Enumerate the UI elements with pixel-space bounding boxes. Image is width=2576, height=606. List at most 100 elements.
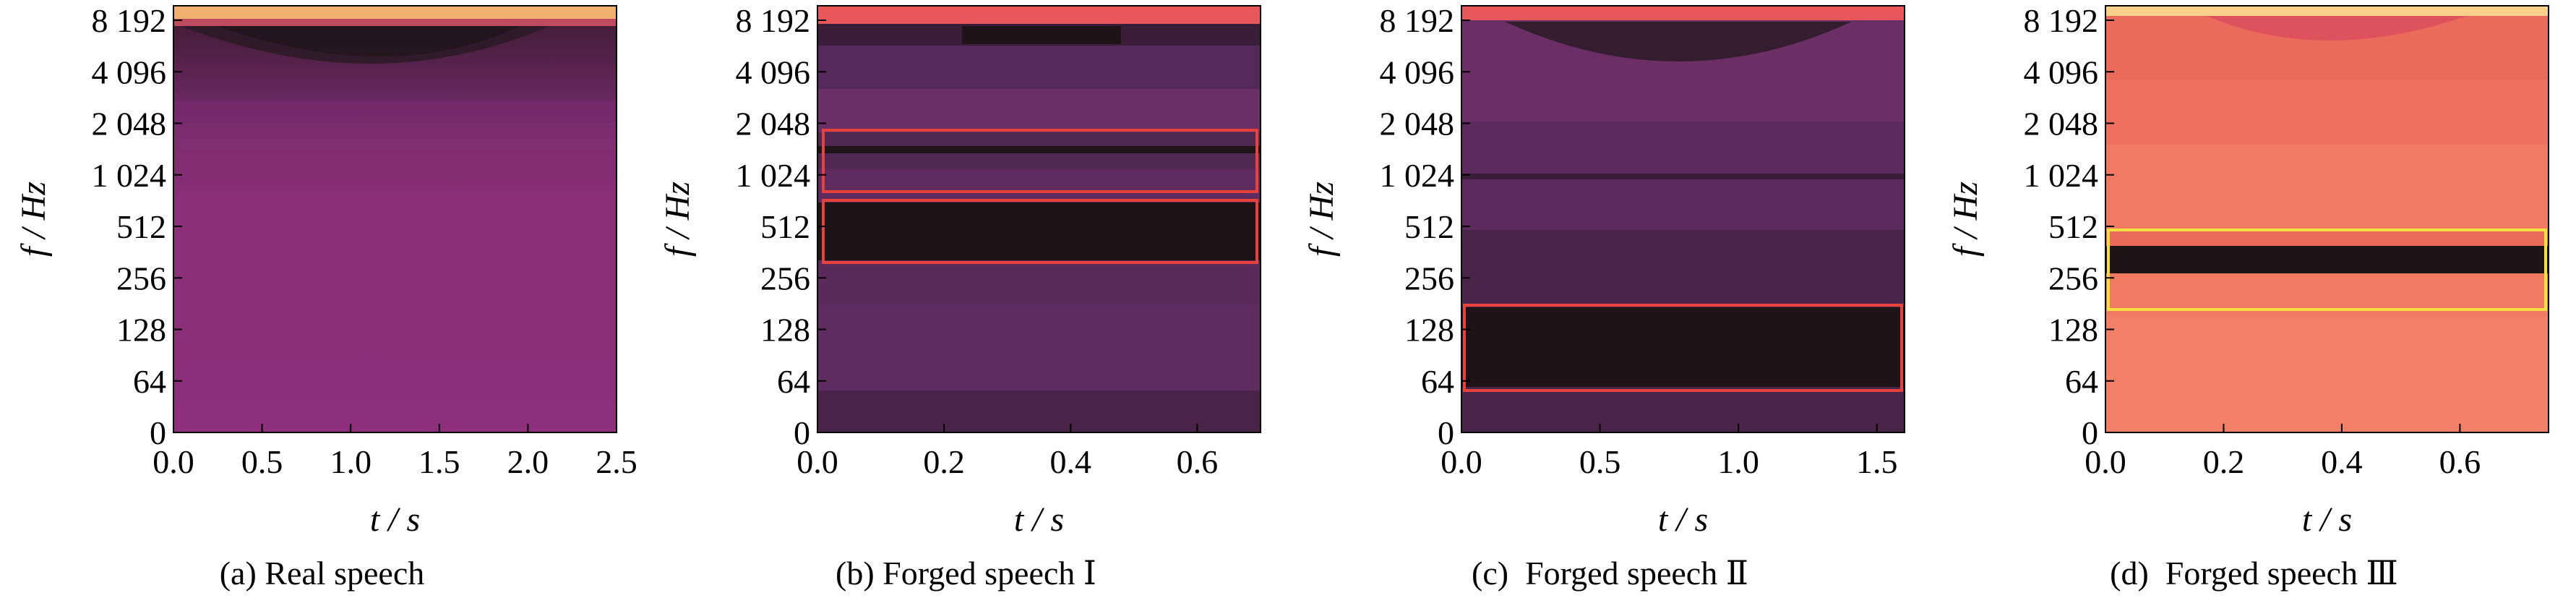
panel-b: 0 64 128 256 512 1 024 2 048 4 096 8 192 f / Hz 0… <box>644 0 1288 606</box>
y-tick-label: 256 <box>760 260 810 296</box>
bright-band <box>817 6 1261 24</box>
suppressed-band <box>1461 307 1905 387</box>
y-tick-label: 8 192 <box>1380 2 1455 39</box>
x-axis: 0.0 0.2 0.4 0.6 t / s <box>2085 424 2481 539</box>
x-tick-label: 0.2 <box>923 443 965 480</box>
y-tick-label: 1 024 <box>2024 157 2099 194</box>
bright-band <box>1461 6 1905 20</box>
x-tick-label: 0.0 <box>153 443 194 480</box>
x-tick-label: 1.5 <box>418 443 460 480</box>
heatmap-background <box>173 6 617 432</box>
spectrogram-a: 0 64 128 256 512 1 024 2 048 4 096 8 192 f / Hz 0… <box>14 2 637 539</box>
x-axis-label: t / s <box>2302 500 2352 539</box>
plot-frame <box>173 5 617 433</box>
plot-frame <box>2105 5 2549 433</box>
spectrogram-c: 0 64 128 256 512 1 024 2 048 4 096 8 192 f / Hz 0… <box>1302 2 1905 539</box>
y-tick-label: 256 <box>1404 260 1454 296</box>
highlight-box <box>822 129 1258 193</box>
y-tick-label: 8 192 <box>2024 2 2099 39</box>
x-axis-label: t / s <box>370 500 420 539</box>
x-tick-label: 0.6 <box>2439 443 2481 480</box>
spectral-band <box>1461 387 1905 432</box>
y-tick-label: 512 <box>116 208 166 245</box>
x-tick-label: 0.0 <box>797 443 838 480</box>
panel-a: 0 64 128 256 512 1 024 2 048 4 096 8 192 f / Hz 0… <box>0 0 644 606</box>
bright-band <box>173 19 617 26</box>
x-tick-label: 0.4 <box>2321 443 2363 480</box>
y-axis: 0 64 128 256 512 1 024 2 048 4 096 8 192 f / Hz <box>14 2 182 451</box>
x-tick-label: 0.4 <box>1050 443 1092 480</box>
highlight-box <box>1463 304 1903 392</box>
x-tick-label: 1.5 <box>1856 443 1898 480</box>
caption: (d) Forged speech Ⅲ <box>2110 555 2398 592</box>
spectral-band <box>817 391 1261 432</box>
caption: (c) Forged speech Ⅱ <box>1472 555 1748 592</box>
y-tick-label: 0 <box>2082 414 2098 451</box>
spectral-band <box>2105 145 2549 231</box>
x-axis: 0.0 0.5 1.0 1.5 2.0 2.5 t / s <box>153 424 637 539</box>
x-tick-label: 0.6 <box>1177 443 1219 480</box>
panel-d: 0 64 128 256 512 1 024 2 048 4 096 8 192 f / Hz 0… <box>1932 0 2576 606</box>
y-tick-label: 64 <box>1421 363 1454 400</box>
dark-line <box>1461 174 1905 179</box>
y-tick-label: 256 <box>116 260 166 296</box>
spectral-band <box>817 260 1261 304</box>
suppressed-band <box>2105 246 2549 273</box>
x-tick-label: 0.5 <box>1579 443 1621 480</box>
y-tick-label: 128 <box>116 312 166 349</box>
spectral-band <box>817 46 1261 89</box>
panel-c: 0 64 128 256 512 1 024 2 048 4 096 8 192 f / Hz 0… <box>1288 0 1932 606</box>
x-axis: 0.0 0.5 1.0 1.5 t / s <box>1441 424 1897 539</box>
spectral-band <box>2105 317 2549 432</box>
x-tick-label: 2.0 <box>507 443 549 480</box>
y-tick-label: 0 <box>1438 414 1454 451</box>
y-tick-label: 1 024 <box>1380 157 1455 194</box>
x-axis: 0.0 0.2 0.4 0.6 t / s <box>797 424 1218 539</box>
x-axis-label: t / s <box>1014 500 1064 539</box>
y-tick-label: 4 096 <box>736 54 811 90</box>
y-tick-label: 2 048 <box>1380 106 1455 142</box>
y-tick-label: 4 096 <box>1380 54 1455 90</box>
y-axis-label: f / Hz <box>1946 182 1985 257</box>
x-axis-label: t / s <box>1658 500 1708 539</box>
bright-band <box>173 6 617 19</box>
y-tick-label: 128 <box>1404 312 1454 349</box>
y-tick-label: 2 048 <box>2024 106 2099 142</box>
y-tick-label: 2 048 <box>92 106 167 142</box>
dark-formant-region <box>962 26 1121 44</box>
y-axis: 0 64 128 256 512 1 024 2 048 4 096 8 192 f / Hz <box>1946 2 2114 451</box>
y-tick-label: 128 <box>760 312 810 349</box>
spectrogram-d: 0 64 128 256 512 1 024 2 048 4 096 8 192 f / Hz 0… <box>1946 2 2549 539</box>
spectral-band <box>1461 230 1905 302</box>
dark-formant-region <box>1505 22 1852 61</box>
caption: (b) Forged speech Ⅰ <box>836 555 1096 592</box>
x-tick-label: 0.0 <box>1441 443 1482 480</box>
x-tick-label: 0.2 <box>2203 443 2245 480</box>
spectrogram-b: 0 64 128 256 512 1 024 2 048 4 096 8 192 f / Hz 0… <box>658 2 1261 539</box>
y-tick-label: 512 <box>1404 208 1454 245</box>
y-axis: 0 64 128 256 512 1 024 2 048 4 096 8 192 f / Hz <box>658 2 826 451</box>
y-tick-label: 512 <box>2048 208 2098 245</box>
y-tick-label: 256 <box>2048 260 2098 296</box>
y-tick-label: 0 <box>150 414 166 451</box>
x-tick-label: 2.5 <box>596 443 637 480</box>
y-tick-label: 128 <box>2048 312 2098 349</box>
y-axis-label: f / Hz <box>1302 182 1341 257</box>
caption: (a) Real speech <box>219 555 425 592</box>
x-tick-label: 0.0 <box>2085 443 2126 480</box>
dark-line <box>817 146 1261 153</box>
spectral-band <box>173 101 617 123</box>
x-tick-label: 1.0 <box>330 443 372 480</box>
spectral-band <box>817 304 1261 391</box>
spectral-band <box>817 89 1261 132</box>
y-axis: 0 64 128 256 512 1 024 2 048 4 096 8 192 f / Hz <box>1302 2 1470 451</box>
x-tick-label: 0.5 <box>241 443 283 480</box>
y-tick-label: 64 <box>133 363 166 400</box>
plot-frame <box>817 5 1261 433</box>
y-tick-label: 0 <box>794 414 810 451</box>
y-axis-label: f / Hz <box>14 182 53 257</box>
highlight-box <box>822 199 1258 264</box>
suppressed-band <box>817 202 1261 260</box>
y-tick-label: 64 <box>2065 363 2098 400</box>
bright-band <box>2105 6 2549 16</box>
